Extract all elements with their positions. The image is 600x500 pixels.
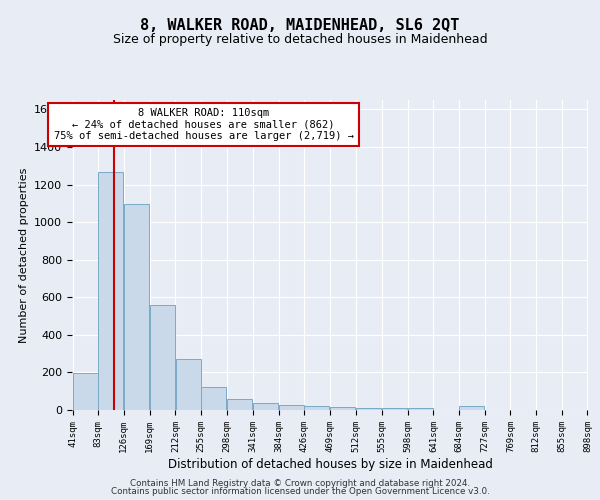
Bar (98, 172, 123, 410)
Bar (253, 404, 278, 410)
Bar (150, 306, 175, 410)
Bar (330, 407, 355, 410)
Bar (176, 360, 200, 410)
Bar (356, 408, 381, 410)
Text: Size of property relative to detached houses in Maidenhead: Size of property relative to detached ho… (113, 32, 487, 46)
Bar (460, 406, 484, 410)
Text: 8, WALKER ROAD, MAIDENHEAD, SL6 2QT: 8, WALKER ROAD, MAIDENHEAD, SL6 2QT (140, 18, 460, 32)
X-axis label: Distribution of detached houses by size in Maidenhead: Distribution of detached houses by size … (167, 458, 493, 470)
Bar (73, 373, 98, 410)
Bar (279, 406, 304, 410)
Text: Contains public sector information licensed under the Open Government Licence v3: Contains public sector information licen… (110, 487, 490, 496)
Text: Contains HM Land Registry data © Crown copyright and database right 2024.: Contains HM Land Registry data © Crown c… (130, 478, 470, 488)
Text: 8 WALKER ROAD: 110sqm
← 24% of detached houses are smaller (862)
75% of semi-det: 8 WALKER ROAD: 110sqm ← 24% of detached … (53, 108, 353, 141)
Bar (408, 408, 433, 410)
Bar (124, 204, 149, 410)
Bar (227, 398, 252, 410)
Bar (382, 408, 407, 410)
Bar (304, 406, 329, 410)
Bar (202, 388, 226, 410)
Y-axis label: Number of detached properties: Number of detached properties (19, 168, 29, 342)
